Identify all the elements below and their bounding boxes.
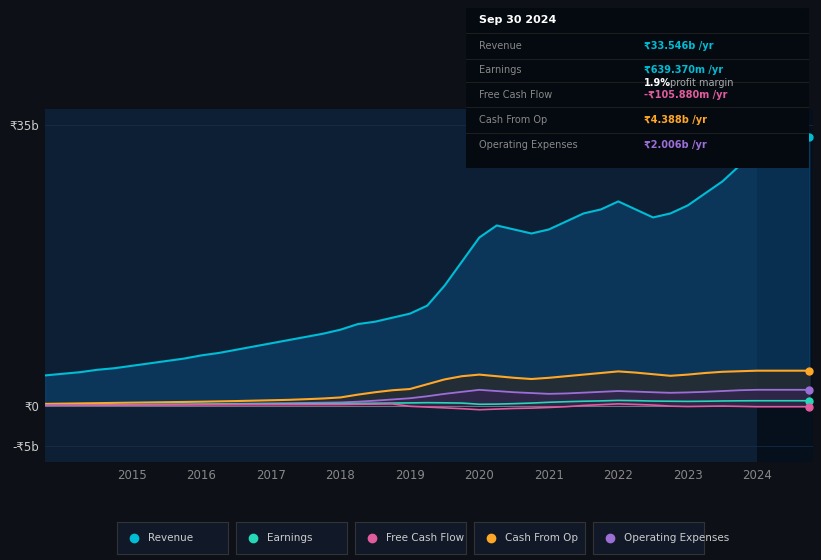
Text: Sep 30 2024: Sep 30 2024	[479, 15, 557, 25]
Text: 1.9%: 1.9%	[644, 78, 671, 87]
Text: -₹105.880m /yr: -₹105.880m /yr	[644, 90, 727, 100]
Bar	[757, 109, 821, 462]
Text: Cash From Op: Cash From Op	[479, 115, 548, 125]
Text: Earnings: Earnings	[267, 533, 313, 543]
Text: ₹639.370m /yr: ₹639.370m /yr	[644, 66, 723, 76]
Text: Operating Expenses: Operating Expenses	[479, 140, 578, 150]
Text: ₹33.546b /yr: ₹33.546b /yr	[644, 41, 713, 51]
Text: ₹2.006b /yr: ₹2.006b /yr	[644, 140, 707, 150]
Text: Cash From Op: Cash From Op	[505, 533, 578, 543]
Text: Revenue: Revenue	[148, 533, 193, 543]
Text: ₹4.388b /yr: ₹4.388b /yr	[644, 115, 707, 125]
Text: Free Cash Flow: Free Cash Flow	[479, 90, 553, 100]
Text: Revenue: Revenue	[479, 41, 522, 51]
Text: Operating Expenses: Operating Expenses	[624, 533, 729, 543]
Text: Free Cash Flow: Free Cash Flow	[386, 533, 464, 543]
Text: Earnings: Earnings	[479, 66, 521, 76]
Text: profit margin: profit margin	[670, 78, 733, 87]
